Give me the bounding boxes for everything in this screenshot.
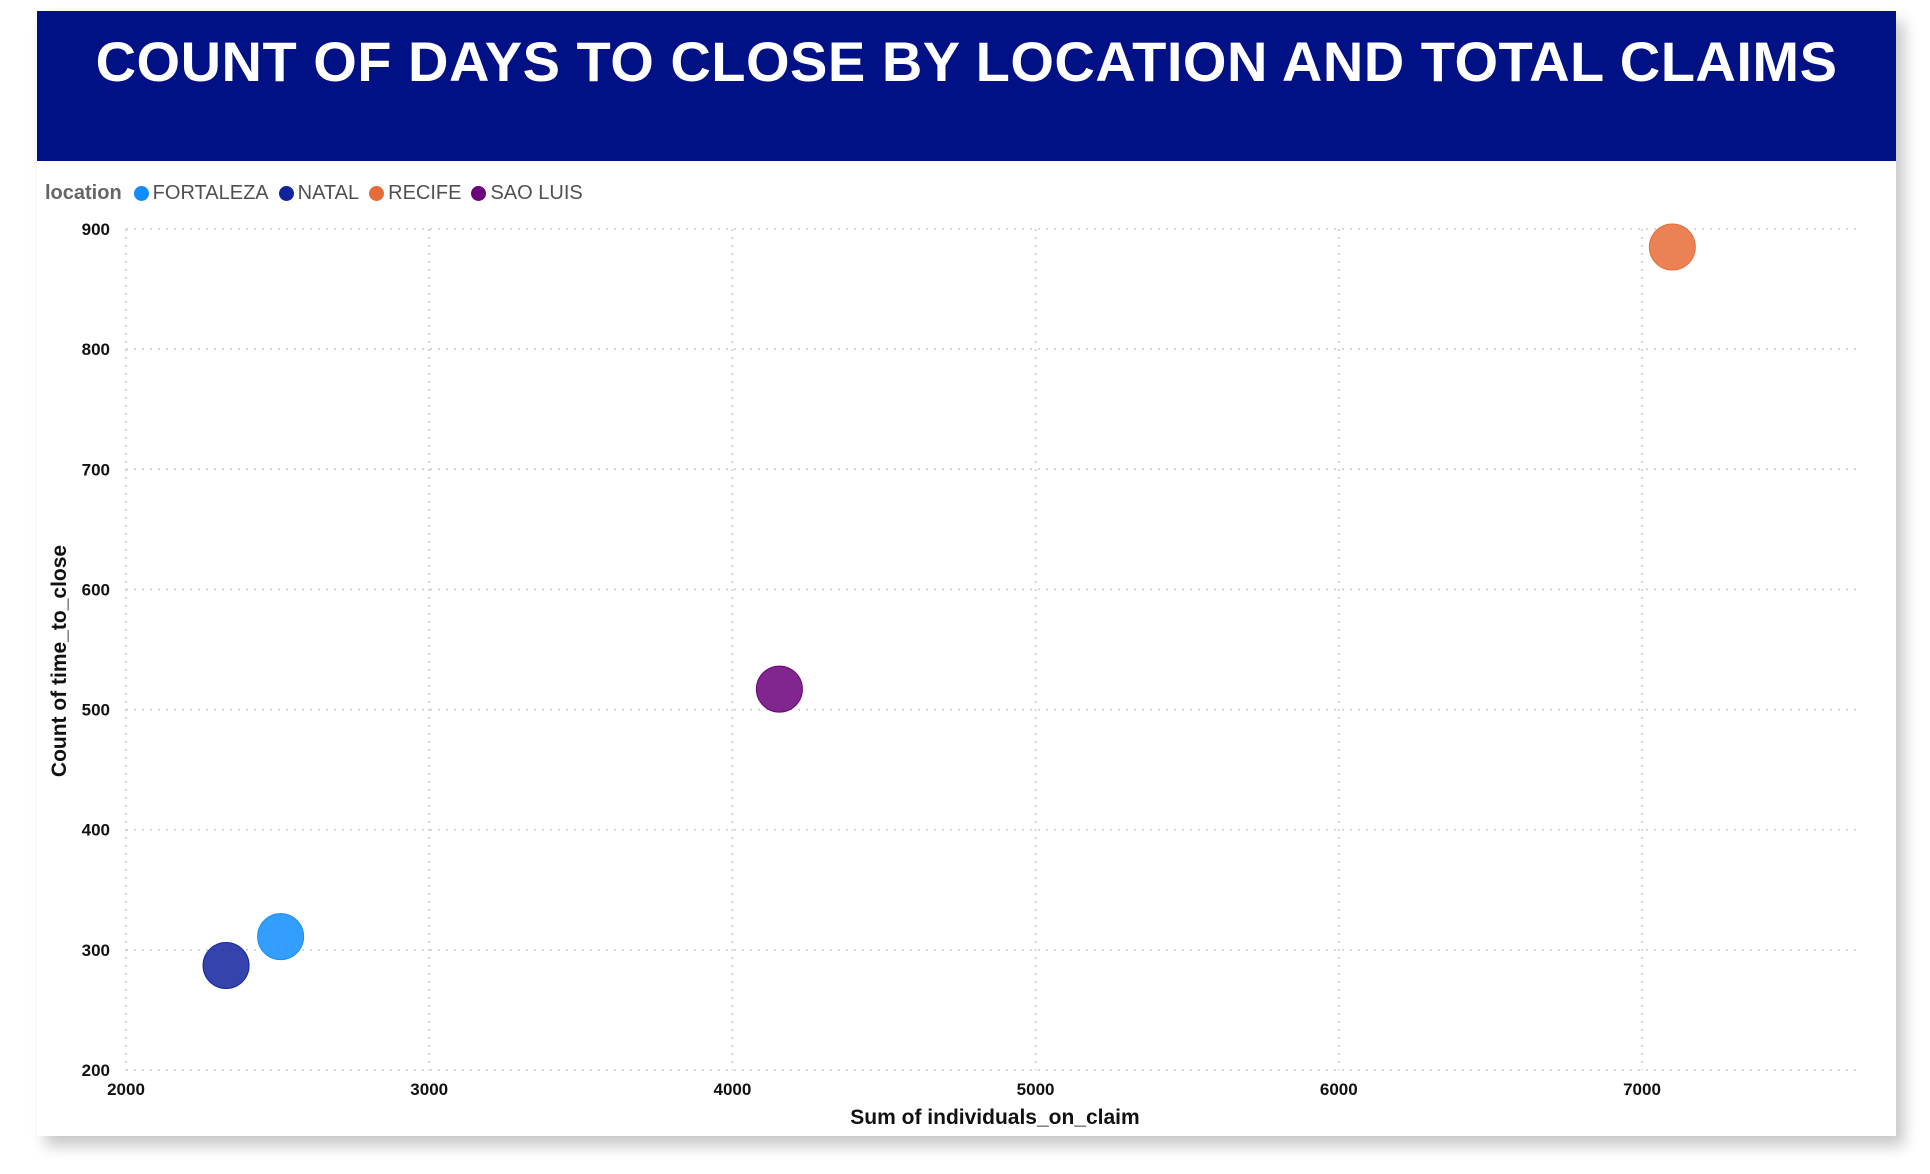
x-tick-label: 2000: [107, 1080, 145, 1099]
legend-item-recife[interactable]: RECIFE: [369, 182, 461, 205]
x-tick-label: 7000: [1623, 1080, 1661, 1099]
x-tick-label: 3000: [410, 1080, 448, 1099]
legend-marker-fortaleza: [133, 185, 149, 201]
tick-labels: 200 300 400 500 600 700 800 900 2000 3000 4000 5000…: [82, 220, 1661, 1099]
y-tick-label: 200: [82, 1061, 110, 1080]
x-tick-label: 4000: [713, 1080, 751, 1099]
data-points: [202, 223, 1696, 989]
legend-label-recife: RECIFE: [388, 181, 462, 204]
legend-label-sao-luis: SAO LUIS: [490, 181, 583, 204]
data-point-sao-luis[interactable]: [755, 665, 803, 713]
y-tick-label: 900: [82, 220, 110, 239]
legend: location FORTALEZA NATAL RECIFE SAO LUIS: [45, 179, 593, 207]
gridlines: [125, 228, 1862, 1071]
y-tick-label: 700: [82, 460, 110, 479]
legend-marker-natal: [278, 185, 294, 201]
legend-item-natal[interactable]: NATAL: [278, 181, 360, 205]
x-axis-title: Sum of individuals_on_claim: [850, 1106, 1139, 1129]
x-tick-label: 5000: [1017, 1080, 1055, 1099]
data-point-natal[interactable]: [202, 941, 250, 989]
data-point-recife[interactable]: [1648, 223, 1696, 271]
chart-title: COUNT OF DAYS TO CLOSE BY LOCATION AND T…: [95, 30, 1838, 93]
legend-marker-recife: [369, 185, 385, 201]
y-tick-label: 300: [82, 941, 110, 960]
x-tick-label: 6000: [1320, 1080, 1358, 1099]
legend-item-sao-luis[interactable]: SAO LUIS: [471, 181, 583, 205]
legend-label-fortaleza: FORTALEZA: [152, 181, 269, 204]
y-tick-label: 800: [82, 340, 110, 359]
legend-item-fortaleza[interactable]: FORTALEZA: [133, 181, 269, 205]
y-tick-label: 400: [82, 821, 110, 840]
legend-label-natal: NATAL: [297, 181, 360, 204]
legend-marker-sao-luis: [471, 185, 487, 201]
plot-area: 200 300 400 500 600 700 800 900 2000 3000 4000 5000…: [48, 220, 1862, 1129]
title-bar: COUNT OF DAYS TO CLOSE BY LOCATION AND T…: [37, 11, 1896, 161]
data-point-fortaleza[interactable]: [257, 913, 305, 961]
y-axis-title: Count of time_to_close: [48, 545, 71, 777]
legend-title: location: [45, 181, 122, 204]
y-tick-label: 500: [82, 701, 110, 720]
scatter-visual: COUNT OF DAYS TO CLOSE BY LOCATION AND T…: [37, 11, 1896, 1136]
y-tick-label: 600: [82, 580, 110, 599]
